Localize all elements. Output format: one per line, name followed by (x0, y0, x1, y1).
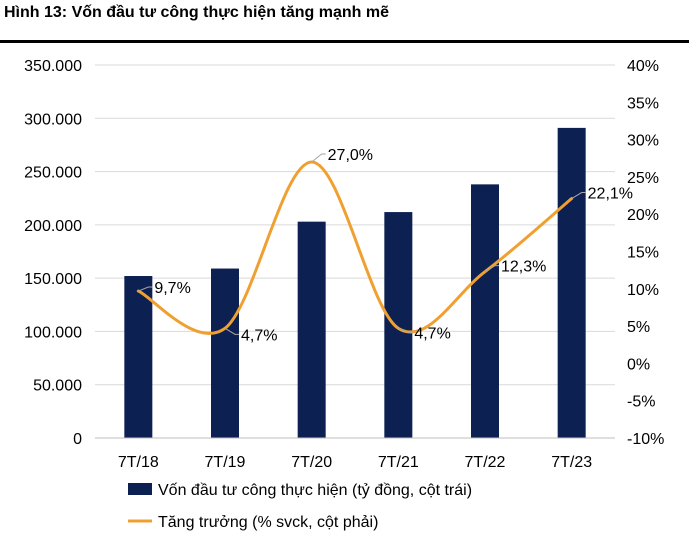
left-axis-tick-label: 350.000 (24, 58, 82, 75)
left-axis-tick-label: 300.000 (24, 111, 82, 128)
label-leader (224, 327, 239, 335)
right-axis-tick-label: 5% (627, 319, 650, 336)
data-labels: 9,7% 4,7% 27,0% 4,7% 12,3% 22,1% (138, 147, 633, 344)
bar (124, 276, 153, 438)
left-axis-tick-label: 200.000 (24, 218, 82, 235)
legend-bar-label: Vốn đầu tư công thực hiện (tỷ đồng, cột … (158, 482, 472, 499)
x-axis-tick-label: 7T/20 (291, 454, 332, 471)
right-axis-tick-label: 15% (627, 245, 659, 262)
growth-data-label: 12,3% (501, 259, 546, 276)
title-divider (0, 40, 689, 43)
growth-line (136, 160, 574, 335)
right-axis-tick-label: 0% (627, 356, 650, 373)
left-axis-tick-label: 0 (73, 431, 82, 448)
left-axis-tick-label: 100.000 (24, 324, 82, 341)
x-axis-tick-label: 7T/21 (378, 454, 419, 471)
growth-data-label: 4,7% (414, 325, 450, 342)
x-axis-tick-label: 7T/22 (465, 454, 506, 471)
line-series (136, 160, 574, 335)
label-leader (138, 286, 153, 292)
legend: Vốn đầu tư công thực hiện (tỷ đồng, cột … (128, 482, 472, 531)
right-axis-tick-label: 35% (627, 95, 659, 112)
x-axis-tick-label: 7T/18 (118, 454, 159, 471)
legend-bar-swatch (128, 483, 152, 495)
x-axis-tick-label: 7T/23 (551, 454, 592, 471)
label-leader (484, 265, 499, 273)
axes: 0 50.000 100.000 150.000 200.000 250.000 300.0… (24, 58, 664, 471)
growth-data-label: 27,0% (328, 147, 373, 164)
bar (211, 268, 239, 438)
right-axis-tick-label: 30% (627, 133, 659, 150)
left-axis-tick-label: 250.000 (24, 165, 82, 182)
bar (557, 127, 586, 439)
growth-data-label: 22,1% (588, 186, 633, 203)
bar (471, 184, 499, 438)
left-axis-tick-label: 50.000 (33, 378, 82, 395)
right-axis-tick-label: -10% (627, 431, 664, 448)
label-leader (311, 153, 326, 163)
right-axis-tick-label: 20% (627, 207, 659, 224)
growth-data-label: 4,7% (241, 327, 277, 344)
label-leader (571, 192, 586, 199)
bar (384, 212, 413, 438)
gridlines (95, 64, 615, 439)
chart-title: Hình 13: Vốn đầu tư công thực hiện tăng … (4, 4, 389, 21)
bar (297, 221, 326, 438)
bar-series (124, 127, 586, 439)
legend-line-label: Tăng trưởng (% svck, cột phải) (158, 514, 378, 531)
x-axis-tick-label: 7T/19 (205, 454, 246, 471)
right-axis-tick-label: 40% (627, 58, 659, 75)
right-axis-tick-label: 25% (627, 170, 659, 187)
right-axis-tick-label: -5% (627, 394, 655, 411)
label-leader (398, 327, 413, 333)
growth-data-label: 9,7% (154, 280, 190, 297)
right-axis-tick-label: 10% (627, 282, 659, 299)
left-axis-tick-label: 150.000 (24, 271, 82, 288)
